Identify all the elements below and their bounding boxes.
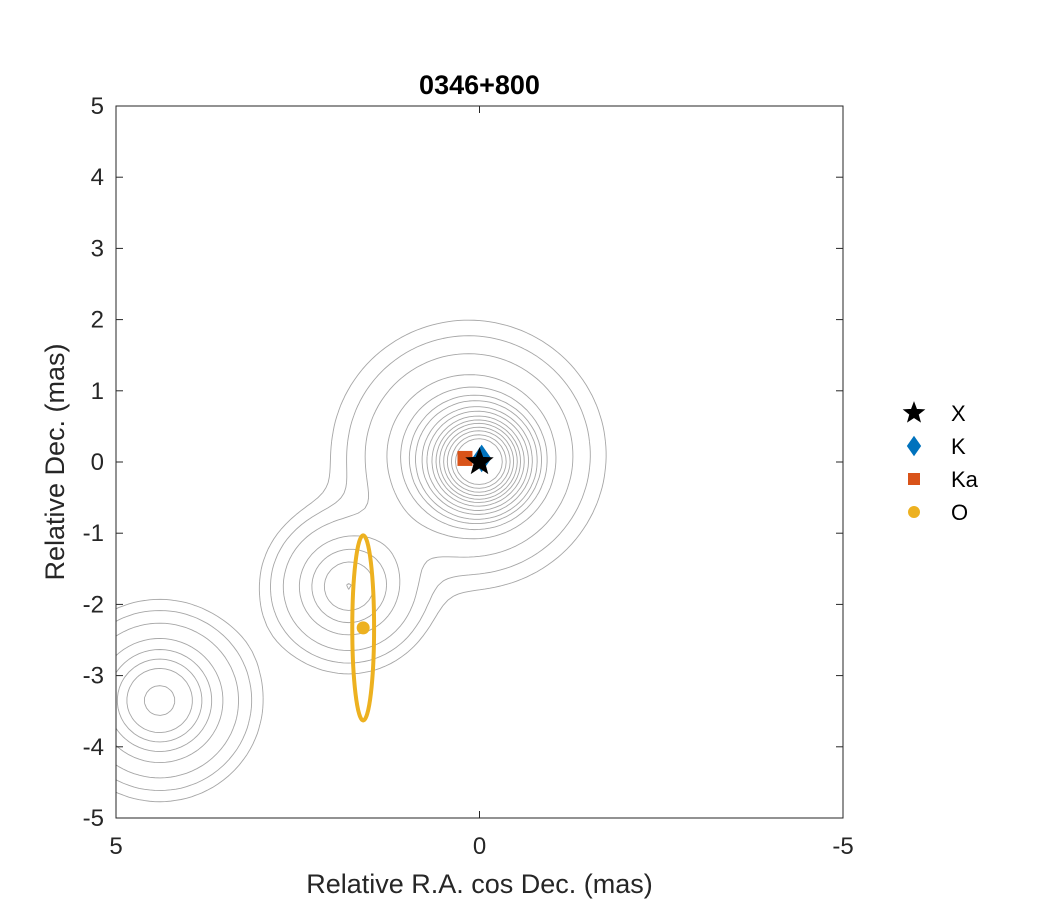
contour-line	[116, 374, 557, 764]
y-tick-label: 5	[91, 93, 104, 120]
contour-line	[116, 394, 542, 743]
contour-line	[426, 410, 529, 511]
contour-line	[116, 335, 591, 791]
contour-line	[143, 406, 533, 716]
legend: XK Ka O	[902, 401, 979, 525]
error-ellipse-o	[350, 533, 377, 723]
contour-line	[431, 415, 525, 507]
contour-line	[116, 353, 574, 779]
contour-line	[439, 422, 518, 500]
legend-label-x: X	[951, 401, 966, 426]
y-tick-label: -2	[83, 591, 104, 618]
contour-line	[435, 419, 521, 503]
y-tick-label: 1	[91, 378, 104, 405]
legend-marker-x	[902, 401, 926, 423]
x-tick-label: 5	[109, 833, 122, 860]
contour-line	[450, 434, 507, 489]
y-axis-label: Relative Dec. (mas)	[40, 343, 70, 580]
y-tick-label: 3	[91, 235, 104, 262]
y-tick-label: 0	[91, 449, 104, 476]
x-tick-label: -5	[832, 833, 853, 860]
y-tick-label: 2	[91, 307, 104, 334]
plot-frame	[115, 105, 844, 819]
legend-marker-ka	[908, 473, 920, 485]
legend-label-o: O	[951, 500, 968, 525]
y-tick-label: 4	[91, 164, 104, 191]
y-tick-label: -1	[83, 520, 104, 547]
data-point-o	[356, 621, 370, 635]
series-o	[350, 533, 377, 723]
data-series	[350, 444, 494, 723]
series-x	[465, 447, 494, 475]
y-tick-label: -3	[83, 663, 104, 690]
legend-marker-k	[906, 435, 922, 457]
chart-title: 0346+800	[419, 70, 540, 100]
x-axis-label: Relative R.A. cos Dec. (mas)	[306, 869, 653, 899]
contour-line	[443, 426, 515, 497]
y-tick-label: -4	[83, 734, 104, 761]
x-tick-label: 0	[473, 833, 486, 860]
contour-line	[116, 319, 607, 803]
contour-line	[116, 386, 548, 752]
legend-label-ka: Ka	[951, 467, 979, 492]
contour-line	[126, 400, 538, 734]
legend-marker-o	[908, 506, 920, 518]
contour-line	[455, 438, 503, 485]
contour-map	[116, 319, 607, 803]
legend-label-k: K	[951, 434, 966, 459]
data-point-x	[465, 447, 494, 475]
contour-line	[446, 430, 511, 493]
y-tick-label: -5	[83, 805, 104, 832]
